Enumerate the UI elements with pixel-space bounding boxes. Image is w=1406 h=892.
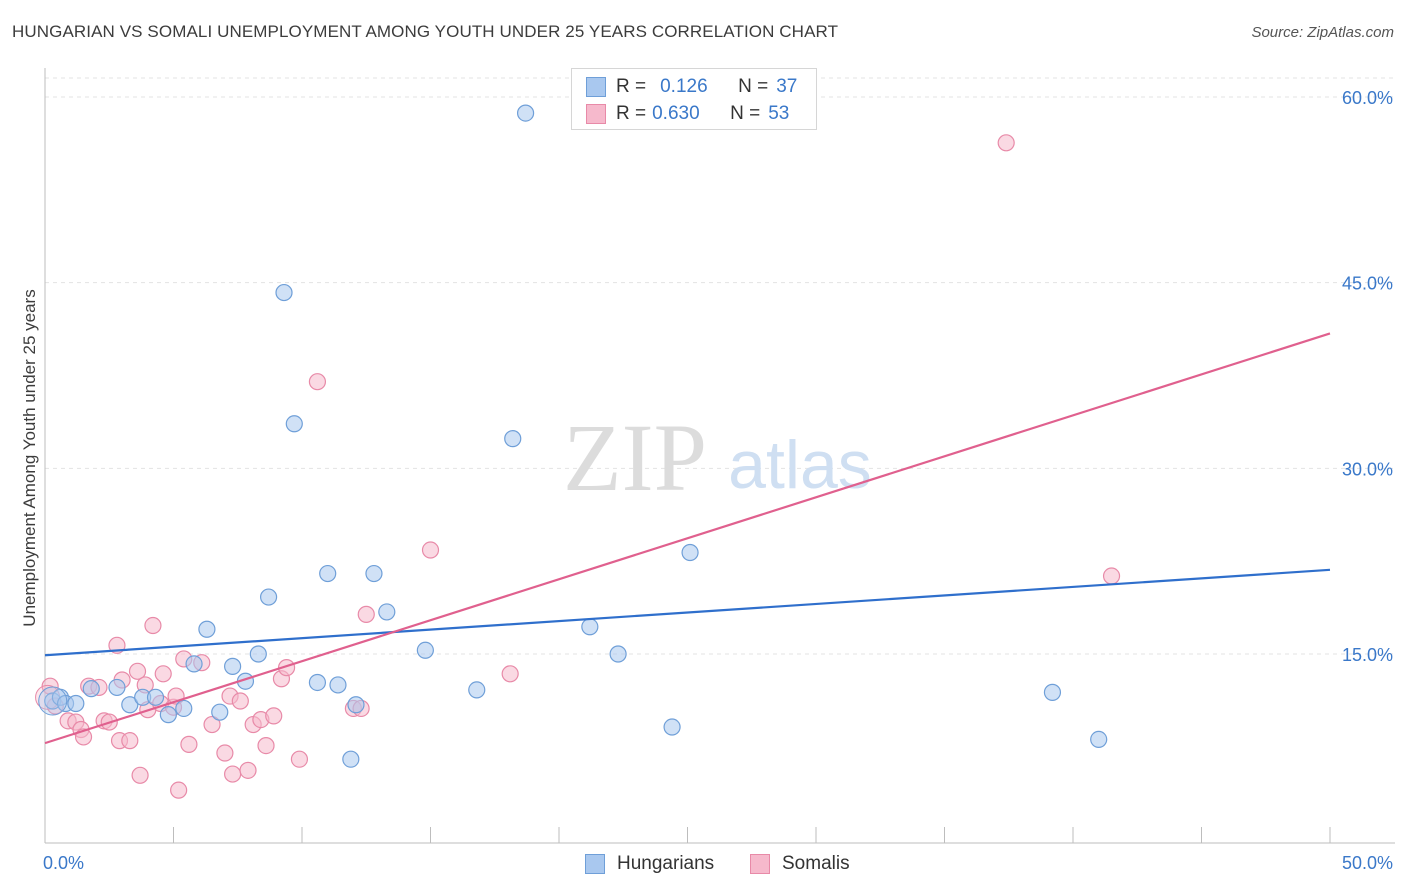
hungarians-point-28 [468, 681, 486, 699]
hungarians-point-36 [1090, 730, 1108, 749]
somalis-point-36 [265, 707, 283, 725]
x-tick-label-max: 50.0% [1342, 853, 1393, 873]
somalis-point-44 [421, 541, 440, 559]
source-label: Source: ZipAtlas.com [1251, 24, 1394, 41]
hungarians-point-27 [416, 641, 434, 659]
hungarians-swatch [586, 77, 606, 97]
somalis-point-30 [224, 765, 242, 783]
hungarians-point-8 [146, 688, 165, 706]
hungarians-cluster-point [38, 686, 68, 716]
hungarians-point-4 [82, 680, 100, 698]
somalis-n-value: 53 [768, 103, 790, 124]
hungarians-point-21 [319, 564, 337, 583]
hungarians-point-11 [185, 655, 203, 673]
somalis-legend-swatch [750, 854, 770, 874]
hungarians-point-6 [121, 696, 139, 714]
somalis-point-20 [154, 665, 172, 683]
grid-lines [45, 77, 1395, 655]
hungarians-point-3 [67, 694, 85, 713]
somalis-point-32 [239, 761, 257, 779]
somalis-point-14 [128, 662, 147, 680]
hungarians-point-13 [211, 703, 229, 721]
somalis-point-28 [216, 744, 234, 762]
watermark-atlas: atlas [728, 427, 872, 503]
hungarians-n-label: N = [738, 76, 769, 97]
legend-row-somalis: R = 0.630 N = 53 [586, 102, 789, 126]
hungarians-point-5 [108, 678, 126, 697]
hungarians-legend-label: Hungarians [617, 853, 715, 874]
hungarians-point-16 [249, 645, 267, 663]
somalis-point-47 [1102, 567, 1121, 585]
hungarians-point-10 [175, 699, 193, 718]
hungarians-point-35 [1043, 683, 1062, 701]
hungarians-point-26 [378, 603, 396, 621]
somalis-trend-line [44, 332, 1331, 745]
somalis-point-35 [257, 736, 275, 755]
tick-labels: 15.0% 30.0% 45.0% 60.0% 0.0% 50.0% [43, 88, 1393, 873]
trend-lines [44, 332, 1331, 745]
hungarians-r-value: 0.126 [660, 76, 708, 97]
somalis-n-label: N = [730, 103, 761, 124]
chart-title: HUNGARIAN VS SOMALI UNEMPLOYMENT AMONG Y… [12, 22, 839, 41]
x-tick-label-min: 0.0% [43, 853, 84, 873]
bottom-legend-hungarians: Hungarians [585, 852, 714, 876]
y-tick-label-60: 60.0% [1342, 88, 1393, 108]
hungarians-point-25 [365, 564, 383, 583]
hungarians-r-label: R = [616, 76, 647, 97]
legend-row-hungarians: R = 0.126 N = 37 [586, 75, 797, 99]
somalis-point-43 [357, 605, 375, 623]
somalis-point-25 [180, 735, 198, 753]
axes [44, 68, 1395, 844]
hungarians-point-24 [347, 696, 365, 714]
somalis-point-15 [131, 766, 149, 784]
hungarians-point-9 [159, 706, 177, 724]
hungarians-point-19 [285, 415, 303, 433]
hungarians-point-12 [198, 620, 216, 638]
hungarians-n-value: 37 [776, 76, 798, 97]
hungarians-point-29 [504, 430, 522, 448]
watermark: ZIP atlas [563, 404, 872, 511]
hungarians-point-18 [275, 283, 293, 302]
somalis-r-value: 0.630 [652, 103, 700, 124]
y-tick-label-45: 45.0% [1342, 274, 1393, 294]
somalis-r-label: R = [616, 103, 647, 124]
hungarians-point-14 [224, 657, 242, 675]
somalis-point-27 [203, 715, 221, 734]
somalis-point-18 [144, 616, 162, 635]
hungarians-point-17 [259, 588, 278, 606]
somalis-legend-label: Somalis [782, 853, 850, 874]
somalis-point-46 [997, 134, 1015, 152]
somalis-point-40 [308, 373, 327, 391]
hungarians-point-22 [329, 676, 347, 694]
bottom-legend-somalis: Somalis [750, 852, 850, 876]
hungarians-points [38, 104, 1108, 768]
y-tick-label-15: 15.0% [1342, 645, 1393, 665]
somalis-point-23 [170, 781, 188, 799]
hungarians-legend-swatch [585, 854, 605, 874]
somalis-point-39 [290, 750, 309, 768]
hungarians-point-20 [308, 673, 327, 692]
watermark-zip: ZIP [563, 404, 707, 511]
somalis-swatch [586, 104, 606, 124]
somalis-point-13 [121, 732, 139, 750]
somalis-point-45 [501, 665, 519, 683]
hungarians-point-34 [681, 543, 699, 562]
hungarians-trend-line [44, 568, 1331, 657]
hungarians-point-32 [609, 645, 627, 663]
hungarians-point-23 [342, 750, 360, 768]
y-tick-label-30: 30.0% [1342, 459, 1393, 479]
somalis-point-31 [231, 692, 249, 710]
hungarians-point-31 [581, 618, 599, 636]
correlation-legend: R = 0.126 N = 37 R = 0.630 N = 53 [571, 68, 817, 130]
hungarians-point-33 [663, 718, 681, 736]
hungarians-point-30 [516, 104, 535, 122]
